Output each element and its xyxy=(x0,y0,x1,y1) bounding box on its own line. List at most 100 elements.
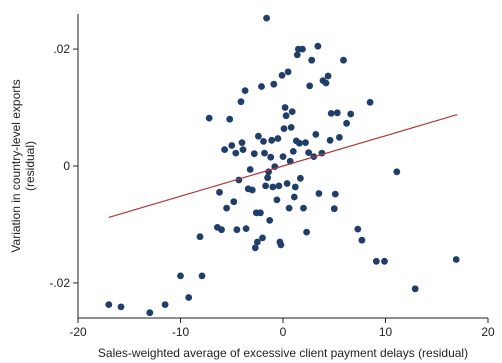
data-point xyxy=(259,234,266,242)
data-point xyxy=(263,14,270,22)
data-point xyxy=(221,146,229,154)
data-point xyxy=(258,83,265,90)
data-point xyxy=(226,115,234,123)
data-point xyxy=(372,257,380,265)
y-tick-label: -.02 xyxy=(49,276,70,290)
data-point xyxy=(411,285,419,293)
data-point xyxy=(340,56,347,64)
data-point xyxy=(246,166,254,173)
x-tick-label: 0 xyxy=(280,325,287,339)
data-point xyxy=(230,198,238,206)
x-axis-title: Sales-weighted average of excessive clie… xyxy=(98,346,468,360)
data-point xyxy=(393,168,401,176)
data-point xyxy=(241,87,249,94)
data-point xyxy=(277,241,285,249)
data-point xyxy=(331,190,339,198)
data-point xyxy=(218,226,225,234)
data-point xyxy=(308,56,316,64)
data-point xyxy=(324,72,332,80)
data-point xyxy=(161,301,169,308)
data-point xyxy=(287,124,295,131)
data-point xyxy=(306,82,314,90)
data-point xyxy=(312,131,320,138)
data-point xyxy=(327,110,335,117)
data-point xyxy=(239,146,247,154)
data-point xyxy=(223,204,231,212)
data-point xyxy=(262,182,269,190)
data-point xyxy=(303,228,310,236)
data-point xyxy=(238,139,246,147)
data-point xyxy=(281,104,289,111)
data-point xyxy=(228,142,236,149)
data-point xyxy=(177,272,184,280)
data-point xyxy=(296,139,303,147)
y-axis-title-line-1: Variation in country-level exports xyxy=(9,79,23,252)
data-point xyxy=(282,112,290,120)
data-point xyxy=(333,109,341,117)
data-point xyxy=(299,45,306,53)
data-point xyxy=(326,136,334,144)
data-point xyxy=(266,217,274,224)
data-point xyxy=(314,42,322,50)
data-point xyxy=(255,132,262,140)
data-point xyxy=(358,236,366,244)
data-point xyxy=(381,257,388,265)
data-point xyxy=(452,256,460,263)
data-point xyxy=(268,136,276,144)
data-point xyxy=(275,182,283,190)
y-tick-label: .02 xyxy=(53,42,70,56)
fit-line xyxy=(108,113,458,219)
data-point xyxy=(260,138,267,145)
data-point xyxy=(288,108,296,115)
data-point xyxy=(285,204,293,212)
data-point xyxy=(347,110,355,118)
data-point xyxy=(283,180,291,187)
data-point xyxy=(302,139,309,147)
data-point xyxy=(354,225,362,233)
x-tick-label: -10 xyxy=(172,325,190,339)
data-point xyxy=(290,193,298,201)
data-point xyxy=(237,98,245,106)
data-point xyxy=(297,174,304,182)
data-point xyxy=(242,225,250,233)
data-point xyxy=(284,68,292,76)
data-point xyxy=(185,294,193,301)
data-point xyxy=(278,72,286,79)
data-point xyxy=(273,196,281,204)
data-point xyxy=(280,125,288,132)
data-point xyxy=(330,205,338,213)
data-point xyxy=(315,190,323,197)
data-point xyxy=(336,134,343,141)
data-point xyxy=(254,238,261,246)
y-axis-title-line-2: (residual) xyxy=(23,141,37,191)
data-point xyxy=(196,233,204,241)
x-tick-label: 20 xyxy=(481,325,495,339)
data-point xyxy=(293,51,301,59)
data-point xyxy=(291,183,299,191)
data-point xyxy=(105,301,113,308)
data-point xyxy=(233,226,241,234)
data-point xyxy=(264,174,271,182)
data-point xyxy=(251,244,259,252)
data-point xyxy=(216,188,223,196)
data-point xyxy=(198,272,206,280)
data-point xyxy=(267,153,275,161)
data-point xyxy=(269,183,277,191)
ticks: -20 -10 0 10 20 -.02 0 .02 xyxy=(49,42,495,339)
data-point xyxy=(250,150,258,158)
data-point xyxy=(289,148,297,155)
x-tick-label: 10 xyxy=(379,325,393,339)
data-point xyxy=(248,186,256,194)
data-points xyxy=(105,14,460,317)
data-point xyxy=(117,303,125,311)
data-point xyxy=(205,114,213,122)
data-point xyxy=(322,79,330,87)
data-point xyxy=(343,119,350,127)
data-point xyxy=(300,204,307,212)
data-point xyxy=(146,309,154,317)
data-point xyxy=(279,153,287,161)
y-tick-label: 0 xyxy=(63,159,70,173)
data-point xyxy=(270,80,278,88)
